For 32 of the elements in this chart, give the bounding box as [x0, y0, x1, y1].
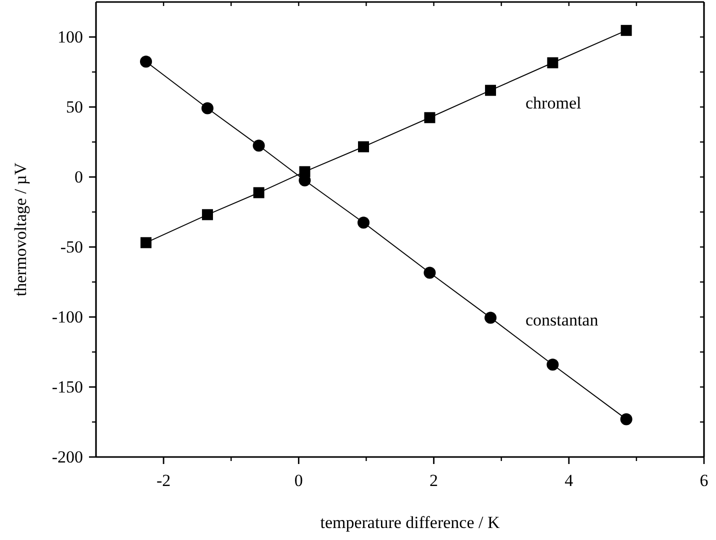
y-tick-label: -200 [52, 447, 83, 466]
point [202, 209, 213, 220]
x-tick-label: 6 [700, 471, 708, 490]
point [201, 102, 214, 114]
point [358, 141, 370, 152]
y-tick-label: 100 [58, 27, 83, 46]
x-axis-title: temperature difference / K [320, 513, 500, 532]
y-tick-label: 50 [66, 97, 83, 116]
y-tick-label: -150 [52, 377, 83, 396]
point [485, 84, 496, 96]
point [252, 140, 265, 152]
point [484, 312, 497, 324]
point [620, 413, 632, 426]
point [140, 237, 152, 248]
y-axis-title: thermovoltage / µV [11, 162, 30, 296]
y-tick-label: -50 [60, 237, 83, 256]
point [546, 358, 559, 371]
point [620, 24, 632, 36]
point [140, 56, 152, 68]
series-label: chromel [526, 93, 582, 112]
x-tick-label: 2 [430, 471, 438, 490]
point [547, 57, 558, 68]
x-tick-label: 0 [294, 471, 303, 490]
x-tick-label: 4 [564, 471, 574, 490]
y-tick-label: -100 [52, 307, 83, 326]
series-label: constantan [526, 310, 599, 330]
x-tick-label: -2 [156, 471, 171, 490]
point [424, 112, 436, 124]
point [358, 216, 370, 229]
point [253, 187, 264, 198]
y-tick-label: 0 [74, 167, 83, 186]
point [424, 266, 436, 279]
